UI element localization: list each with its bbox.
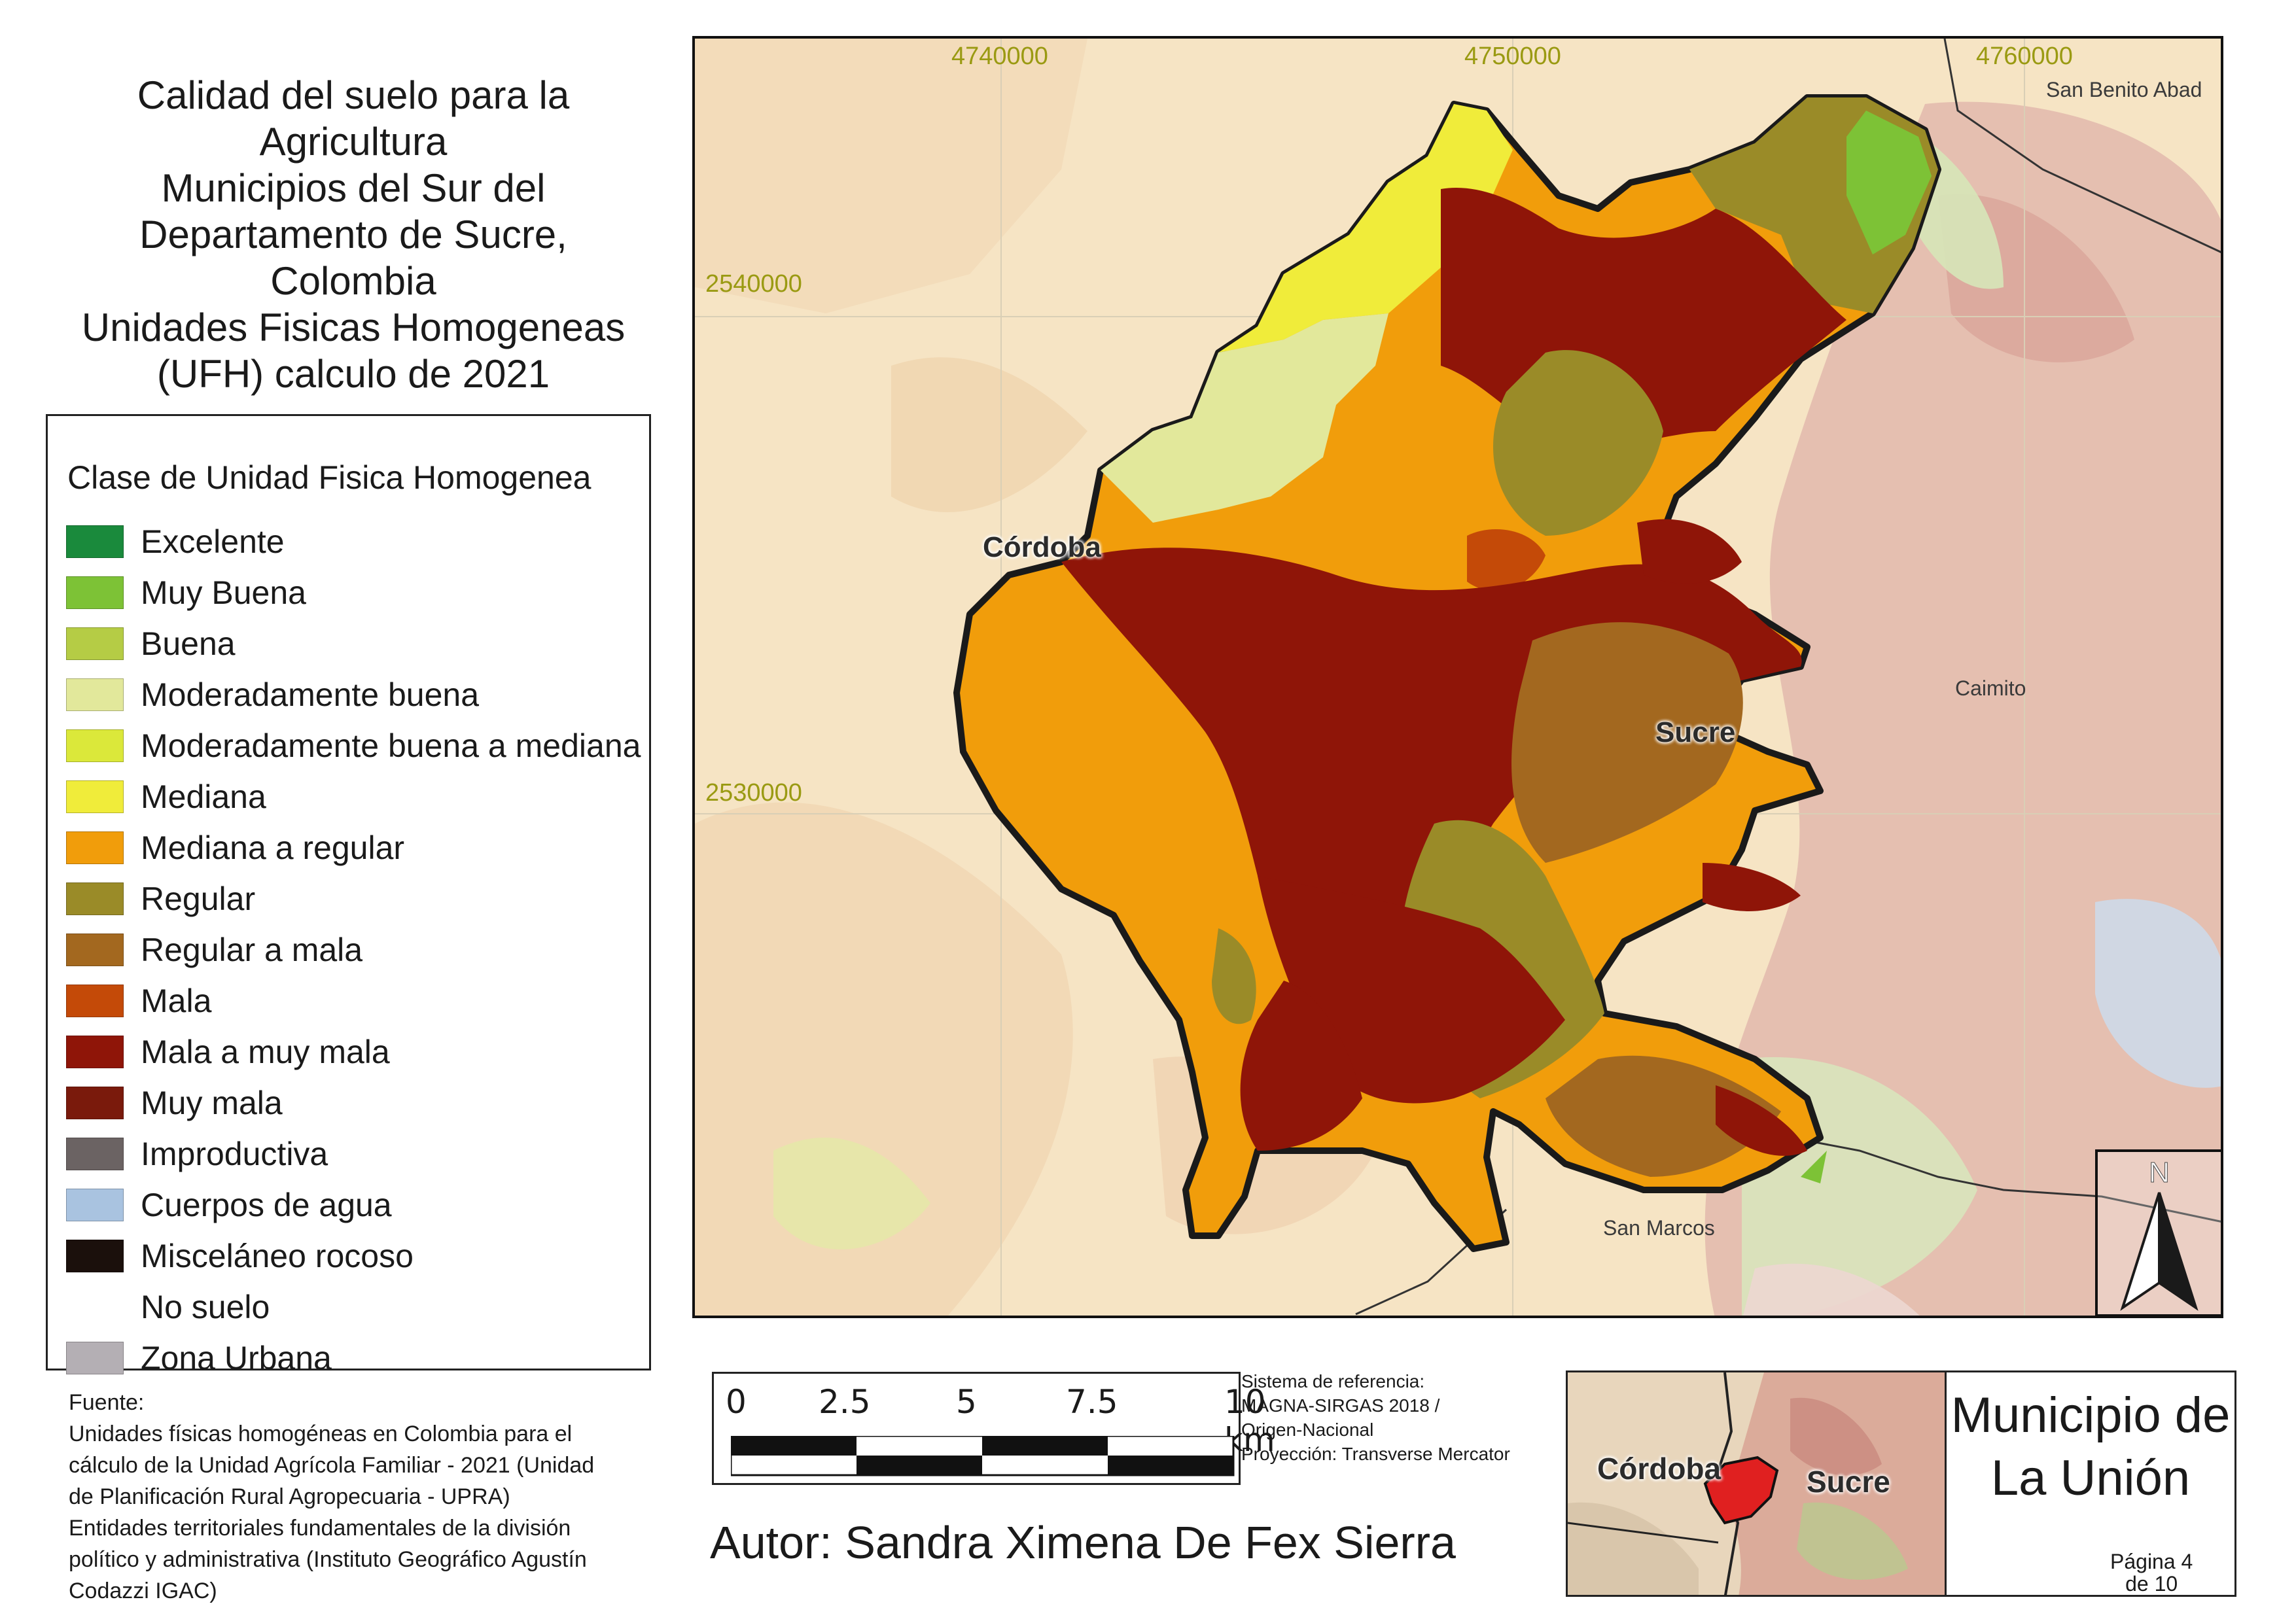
legend-item: Excelente (66, 522, 285, 561)
inset-label-sucre: Sucre (1807, 1465, 1890, 1499)
legend-label: Mala (141, 983, 212, 1019)
scale-bar: 0 2.5 5 7.5 10 km (712, 1372, 1275, 1485)
legend-swatch (66, 1189, 124, 1221)
grid-label-x-2: 4750000 (1464, 43, 1561, 70)
main-map[interactable]: 4740000 4750000 4760000 2540000 2530000 … (692, 36, 2223, 1318)
terrain-patch (891, 357, 1087, 512)
terrain-patch (1704, 101, 2221, 1316)
legend-item: Mediana (66, 777, 266, 816)
legend-item: Mediana a regular (66, 828, 404, 867)
scale-tick-label: 5 (956, 1383, 977, 1421)
legend-item: Zona Urbana (66, 1338, 332, 1378)
legend-label: Excelente (141, 523, 285, 560)
location-inset-map[interactable]: Córdoba Sucre (1566, 1370, 1951, 1597)
region-label-cordoba: Córdoba (983, 531, 1101, 563)
legend-item: Misceláneo rocoso (66, 1236, 414, 1276)
page-indicator: Página 4 de 10 (2110, 1550, 2193, 1595)
legend-item: Buena (66, 624, 236, 663)
scale-tick-label: 2.5 (819, 1383, 871, 1421)
legend-item: Mala a muy mala (66, 1032, 390, 1072)
legend-label: Regular (141, 881, 256, 917)
place-label-san-benito-abad: San Benito Abad (2046, 78, 2202, 101)
boundary-line (1943, 39, 2221, 253)
legend-label: Improductiva (141, 1136, 328, 1172)
terrain-patch (773, 1137, 930, 1249)
legend-swatch (66, 525, 124, 558)
legend-swatch (66, 1087, 124, 1119)
legend-item: Cuerpos de agua (66, 1185, 392, 1225)
legend-swatch (66, 831, 124, 864)
legend-label: No suelo (141, 1289, 270, 1325)
legend-swatch (66, 1291, 124, 1323)
legend-label: Misceláneo rocoso (141, 1238, 414, 1274)
legend-panel: Clase de Unidad Fisica Homogenea Excelen… (46, 414, 651, 1376)
legend-swatch (66, 627, 124, 660)
legend-label: Cuerpos de agua (141, 1187, 392, 1223)
legend-item: Muy mala (66, 1083, 283, 1123)
page-indicator-text: Página 4 de 10 (2110, 1550, 2193, 1596)
legend-item: No suelo (66, 1287, 270, 1327)
region-label-sucre: Sucre (1655, 716, 1736, 748)
legend-label: Zona Urbana (141, 1340, 332, 1376)
map-title: Calidad del suelo para la Agricultura Mu… (81, 73, 626, 396)
legend-label: Moderadamente buena (141, 676, 480, 713)
legend-swatch (66, 1138, 124, 1170)
legend-label: Regular a mala (141, 932, 363, 968)
legend-label: Mediana a regular (141, 829, 405, 866)
inset-label-cordoba: Córdoba (1597, 1452, 1722, 1486)
scale-bar-graphic (731, 1436, 1235, 1476)
source-note: Fuente: Unidades físicas homogéneas en C… (69, 1390, 595, 1603)
legend-swatch (66, 1342, 124, 1374)
legend-heading: Clase de Unidad Fisica Homogenea (67, 459, 592, 496)
legend-item: Mala (66, 981, 211, 1021)
legend-item: Moderadamente buena (66, 675, 479, 714)
legend-item: Regular a mala (66, 930, 362, 969)
legend-swatch (66, 576, 124, 609)
legend-label: Muy Buena (141, 574, 306, 611)
municipality-title: Municipio de La Unión (1951, 1387, 2231, 1506)
legend-item: Improductiva (66, 1134, 328, 1174)
terrain-patch (695, 39, 1087, 313)
place-label-san-marcos: San Marcos (1603, 1216, 1715, 1240)
north-arrow: N (2095, 1149, 2223, 1317)
legend-label: Mediana (141, 778, 266, 815)
legend-label: Moderadamente buena a mediana (141, 727, 641, 764)
grid-label-x-3: 4760000 (1976, 43, 2073, 70)
author-label: Autor: Sandra Ximena De Fex Sierra (710, 1517, 1456, 1568)
legend-swatch (66, 678, 124, 711)
legend-swatch (66, 729, 124, 762)
north-label: N (2149, 1157, 2170, 1189)
map-canvas (695, 39, 2221, 1316)
water-body (2095, 899, 2221, 1088)
legend-label: Buena (141, 625, 236, 662)
terrain-patch (1743, 1263, 1920, 1316)
legend-swatch (66, 780, 124, 813)
grid-label-x-1: 4740000 (951, 43, 1048, 70)
place-label-caimito: Caimito (1955, 676, 2026, 700)
grid-label-y-2: 2530000 (705, 779, 802, 807)
municipality-box: Municipio de La Unión Página 4 de 10 (1945, 1370, 2236, 1597)
legend-swatch (66, 985, 124, 1017)
boundary-line (1722, 1123, 2221, 1223)
inset-canvas (1568, 1372, 1949, 1595)
grid-label-y-1: 2540000 (705, 270, 802, 298)
legend-label: Muy mala (141, 1085, 283, 1121)
north-arrow-icon: N (2120, 1157, 2199, 1311)
scale-tick-label: 0 (726, 1383, 747, 1421)
legend-item: Muy Buena (66, 573, 306, 612)
legend-item: Moderadamente buena a mediana (66, 726, 641, 765)
scale-tick-label: 7.5 (1066, 1383, 1118, 1421)
municipality-polygon[interactable] (953, 94, 1941, 1252)
legend-swatch (66, 1036, 124, 1068)
legend-swatch (66, 882, 124, 915)
legend-swatch (66, 934, 124, 966)
legend-label: Mala a muy mala (141, 1034, 390, 1070)
crs-note: Sistema de referencia: MAGNA-SIRGAS 2018… (1241, 1371, 1510, 1464)
legend-swatch (66, 1240, 124, 1272)
legend-item: Regular (66, 879, 255, 918)
